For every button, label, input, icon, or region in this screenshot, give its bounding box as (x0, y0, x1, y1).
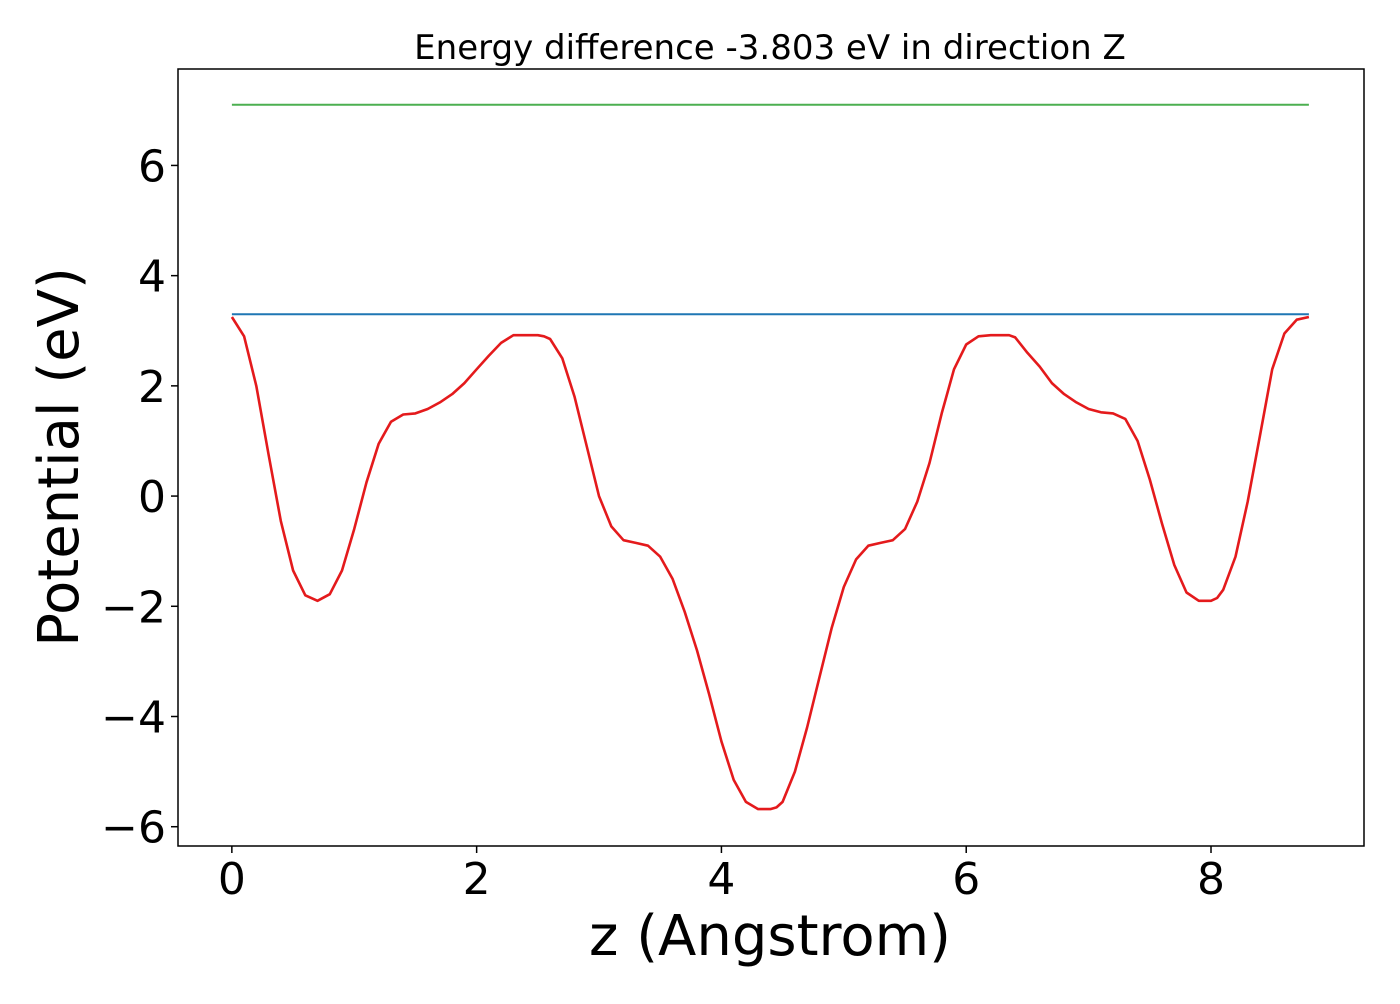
series-line-3 (230, 315, 1310, 811)
x-tick-label: 0 (218, 854, 246, 905)
y-tick-label: 6 (138, 141, 166, 192)
x-axis-ticks: 0 2 4 6 8 (218, 846, 1225, 905)
chart-title: Energy difference -3.803 eV in direction… (414, 28, 1126, 68)
x-tick-label: 6 (952, 854, 980, 905)
x-axis-label: z (Angstrom) (589, 904, 951, 969)
y-tick-label: 2 (138, 362, 166, 413)
y-tick-label: −6 (101, 803, 166, 854)
y-tick-label: −4 (101, 693, 166, 744)
y-axis-ticks: −6 −4 −2 0 2 4 6 (101, 141, 178, 854)
y-axis-label: Potential (eV) (27, 267, 92, 647)
series-layer (230, 103, 1310, 811)
y-tick-label: −2 (101, 582, 166, 633)
y-tick-label: 0 (138, 472, 166, 523)
x-tick-label: 8 (1197, 854, 1225, 905)
plot-frame (177, 68, 1365, 847)
x-tick-label: 4 (707, 854, 735, 905)
x-tick-label: 2 (463, 854, 491, 905)
y-tick-label: 4 (138, 252, 166, 303)
